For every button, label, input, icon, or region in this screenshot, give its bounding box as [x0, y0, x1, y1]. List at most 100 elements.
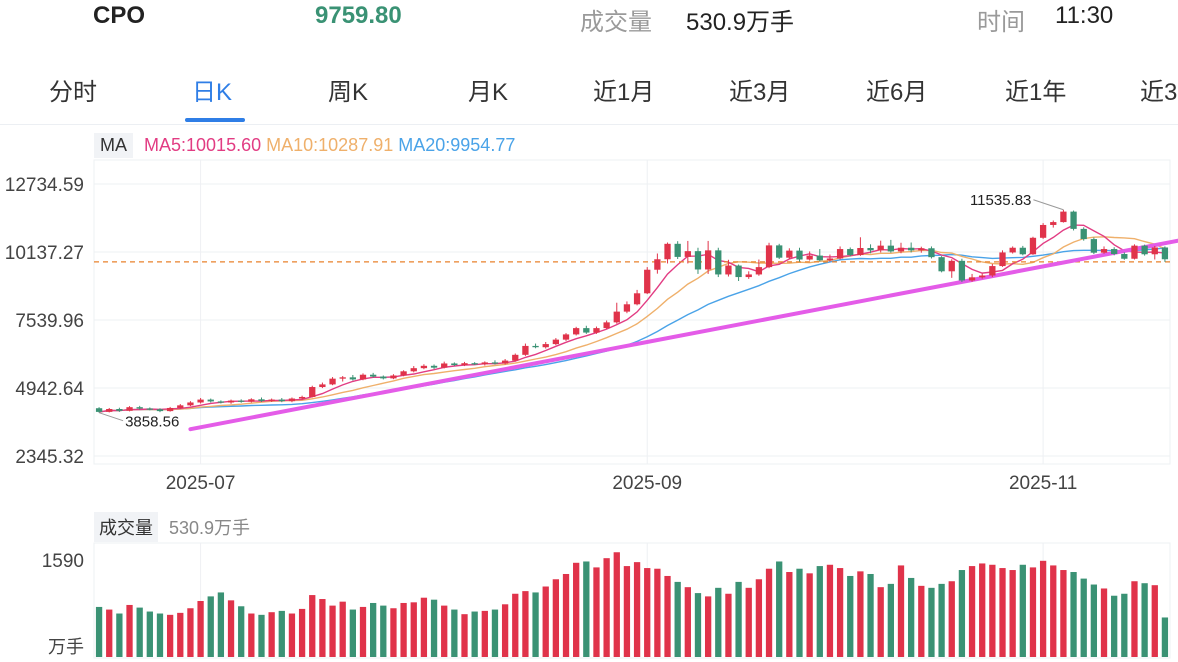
- tab-intraday[interactable]: 分时: [49, 79, 97, 106]
- volume-bar: [847, 575, 854, 657]
- volume-bar: [562, 573, 570, 657]
- candle-body: [1070, 211, 1077, 229]
- volume-bar: [156, 613, 164, 657]
- volume-bar: [268, 612, 275, 657]
- volume-bar: [420, 597, 428, 657]
- volume-bar: [826, 564, 834, 657]
- volume-bar: [857, 571, 864, 657]
- candle-body: [126, 407, 133, 411]
- volume-bar: [217, 592, 225, 657]
- ma5-line: [99, 224, 1165, 413]
- volume-bar: [491, 609, 499, 657]
- volume-bar: [126, 604, 133, 657]
- candle-body: [430, 365, 438, 368]
- volume-tag[interactable]: 成交量: [94, 512, 158, 542]
- candle-body: [156, 409, 164, 412]
- volume-bar: [918, 585, 925, 657]
- tab-last-1-month[interactable]: 近1月: [593, 79, 655, 106]
- y-tick-label: 10137.27: [5, 243, 84, 264]
- volume-bar: [207, 596, 214, 657]
- tab-last-1-year[interactable]: 近1年: [1005, 79, 1067, 106]
- ma10-value: MA10:10287.91: [266, 135, 394, 155]
- candle-body: [786, 250, 793, 258]
- volume-bar: [603, 558, 610, 657]
- volume-bar: [238, 606, 245, 657]
- volume-bar: [298, 608, 306, 657]
- candle-body: [684, 251, 691, 257]
- candle-body: [380, 376, 387, 379]
- volume-bar: [278, 610, 285, 657]
- candle-body: [1050, 222, 1057, 225]
- candle-body: [95, 408, 103, 412]
- tab-last-6-months[interactable]: 近6月: [866, 79, 928, 106]
- tab-last-3-months[interactable]: 近3月: [729, 79, 791, 106]
- volume-bar: [187, 608, 194, 657]
- tab-daily-k[interactable]: 日K: [192, 79, 233, 106]
- x-tick-label: 2025-07: [166, 473, 236, 494]
- volume-bar: [1019, 564, 1026, 657]
- candle-body: [268, 399, 275, 401]
- volume-bar: [877, 587, 884, 657]
- candle-body: [694, 251, 702, 270]
- candle-body: [441, 363, 448, 368]
- candle-body: [654, 259, 661, 270]
- volume-bar: [542, 586, 549, 657]
- candle-body: [217, 401, 225, 403]
- volume-legend: 成交量 530.9万手: [94, 512, 250, 542]
- min-price-label: 3858.56: [125, 414, 179, 431]
- volume-bar: [644, 568, 651, 657]
- candle-body: [918, 248, 925, 251]
- candle-body: [522, 345, 529, 355]
- candle-body: [745, 274, 752, 278]
- candle-body: [1060, 211, 1067, 223]
- y-tick-label: 7539.96: [15, 311, 84, 332]
- candle-body: [623, 304, 631, 312]
- volume-bar: [1009, 570, 1016, 657]
- candle-body: [238, 400, 245, 402]
- candle-body: [897, 247, 905, 252]
- volume-bar: [735, 581, 742, 657]
- volume-bar: [786, 572, 793, 657]
- x-tick-label: 2025-11: [1009, 473, 1077, 494]
- volume-bar: [928, 587, 935, 657]
- tab-weekly-k[interactable]: 周K: [328, 79, 369, 106]
- symbol-name: CPO: [93, 2, 146, 29]
- volume-bar: [258, 614, 265, 657]
- tab-monthly-k[interactable]: 月K: [468, 79, 509, 106]
- candle-body: [207, 399, 214, 402]
- min-pointer: [98, 412, 124, 422]
- volume-bar: [633, 562, 641, 657]
- candle-body: [410, 368, 417, 372]
- volume-bar: [715, 587, 722, 657]
- candle-body: [278, 399, 285, 402]
- candle-body: [908, 247, 915, 251]
- volume-bar: [136, 607, 143, 657]
- candle-body: [136, 407, 143, 409]
- volume-bar: [694, 593, 702, 657]
- candle-body: [1100, 249, 1108, 253]
- candle-body: [1019, 247, 1026, 255]
- candle-body: [1009, 247, 1016, 253]
- volume-bar: [938, 583, 945, 657]
- volume-bar: [339, 601, 346, 657]
- ma-tag[interactable]: MA: [94, 133, 133, 158]
- candle-body: [349, 377, 356, 380]
- candle-body: [461, 363, 468, 366]
- volume-value: 530.9万手: [686, 9, 795, 36]
- candle-body: [512, 354, 519, 361]
- volume-bar: [745, 587, 752, 657]
- volume-bar: [288, 613, 296, 657]
- volume-bar: [1090, 584, 1098, 657]
- candle-body: [816, 255, 823, 261]
- candle-body: [573, 328, 580, 335]
- volume-bar: [958, 570, 966, 657]
- volume-bar: [583, 561, 590, 657]
- candle-body: [796, 250, 803, 260]
- tab-last-3-years[interactable]: 近3: [1140, 79, 1178, 106]
- candle-body: [501, 360, 509, 364]
- volume-bar: [765, 568, 773, 657]
- volume-bar: [522, 591, 529, 657]
- candle-body: [847, 249, 854, 256]
- volume-bar: [989, 564, 996, 657]
